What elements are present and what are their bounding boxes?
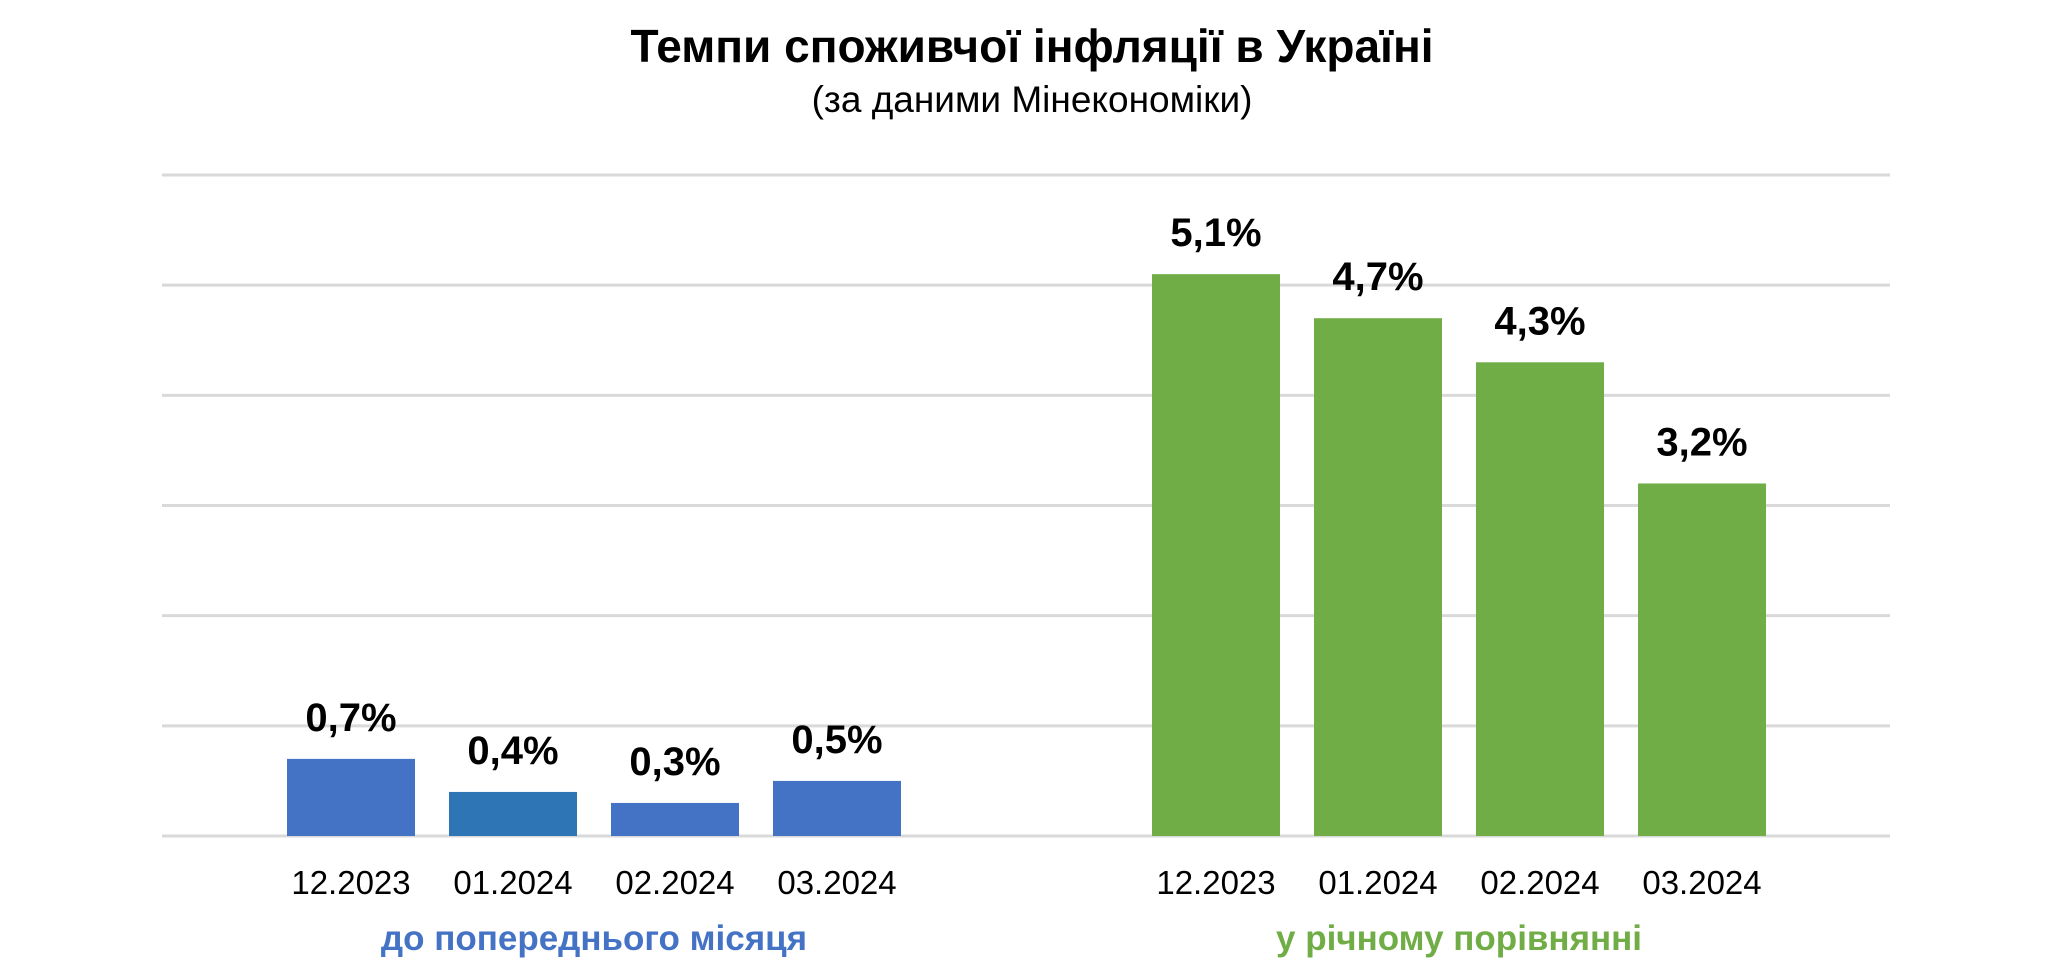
data-label: 4,3% — [1494, 299, 1585, 343]
bar-12.2023 — [1152, 274, 1280, 836]
data-label: 0,5% — [791, 718, 882, 762]
data-label: 3,2% — [1656, 420, 1747, 464]
x-tick-label: 02.2024 — [1480, 864, 1599, 901]
x-tick-label: 12.2023 — [1156, 864, 1275, 901]
group-labels: до попереднього місяця у річному порівнян… — [381, 919, 1642, 958]
data-label: 0,4% — [467, 729, 558, 773]
x-tick-label: 02.2024 — [615, 864, 734, 901]
group-label: до попереднього місяця — [381, 919, 807, 958]
data-label: 4,7% — [1332, 255, 1423, 299]
bar-01.2024 — [1314, 318, 1442, 836]
x-tick-label: 12.2023 — [291, 864, 410, 901]
group-label: у річному порівнянні — [1276, 919, 1642, 958]
x-tick-labels: 12.2023 01.2024 02.2024 03.2024 12.2023 01.20… — [291, 864, 1761, 901]
data-label: 0,3% — [629, 740, 720, 784]
chart-subtitle: (за даними Мінекономіки) — [812, 79, 1253, 120]
gridlines — [162, 175, 1890, 836]
x-tick-label: 03.2024 — [1642, 864, 1761, 901]
bar-01.2024 — [449, 792, 577, 836]
data-label: 0,7% — [305, 696, 396, 740]
x-tick-label: 01.2024 — [1318, 864, 1437, 901]
bar-02.2024 — [611, 803, 739, 836]
chart-title: Темпи споживчої інфляції в Україні — [630, 20, 1433, 72]
x-tick-label: 03.2024 — [777, 864, 896, 901]
bar-12.2023 — [287, 759, 415, 836]
data-label: 5,1% — [1170, 211, 1261, 255]
x-tick-label: 01.2024 — [453, 864, 572, 901]
bar-02.2024 — [1476, 362, 1604, 836]
bar-03.2024 — [773, 781, 901, 836]
bar-03.2024 — [1638, 483, 1766, 836]
